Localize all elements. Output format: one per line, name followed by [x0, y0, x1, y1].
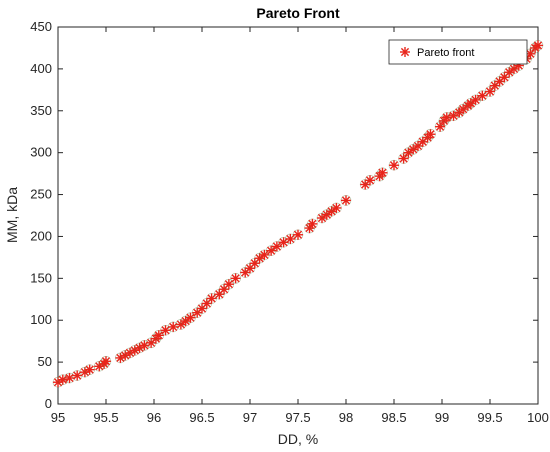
data-point: [504, 67, 515, 78]
data-point: [84, 364, 95, 375]
legend-label: Pareto front: [417, 47, 474, 59]
y-tick-label: 50: [38, 354, 52, 369]
data-point: [435, 121, 446, 132]
y-tick-label: 150: [30, 270, 52, 285]
data-point: [485, 86, 495, 97]
data-point: [470, 94, 481, 105]
data-point: [168, 321, 179, 332]
data-point: [64, 373, 75, 384]
data-point: [341, 195, 351, 206]
legend: Pareto front: [388, 39, 528, 65]
data-point: [307, 218, 318, 229]
x-tick-label: 95.5: [93, 410, 118, 425]
plot-area: [57, 26, 539, 405]
data-point: [494, 76, 505, 87]
data-point: [377, 167, 388, 178]
x-tick-label: 96.5: [189, 410, 214, 425]
y-tick-label: 250: [30, 187, 52, 202]
x-tick-label: 96: [147, 410, 161, 425]
data-point: [160, 325, 171, 336]
data-point: [326, 206, 337, 217]
data-point: [285, 233, 296, 244]
data-point: [101, 356, 111, 367]
legend-asterisk: [400, 47, 410, 57]
data-point: [331, 202, 342, 213]
x-tick-label: 95: [51, 410, 65, 425]
data-point: [185, 312, 196, 323]
x-axis-label: DD, %: [278, 431, 318, 447]
data-point: [153, 330, 164, 341]
data-point: [180, 316, 191, 327]
data-point: [293, 229, 303, 240]
data-point: [425, 129, 436, 140]
x-tick-label: 99.5: [477, 410, 502, 425]
data-point: [79, 367, 90, 378]
data-point: [259, 249, 270, 260]
x-tick-label: 100: [527, 410, 549, 425]
y-tick-label: 300: [30, 145, 52, 160]
data-point: [413, 140, 423, 151]
y-tick-label: 400: [30, 61, 52, 76]
chart-title: Pareto Front: [256, 5, 340, 21]
y-tick-label: 350: [30, 103, 52, 118]
data-point: [398, 153, 409, 164]
data-point: [72, 370, 83, 381]
legend-marker-icon: [400, 47, 410, 57]
x-axis: 95 95.5 96 96.5 97 97.5 98 98.5 99 99.5 100: [51, 27, 549, 425]
y-axis-label: MM, kDa: [4, 187, 20, 243]
y-tick-label: 0: [45, 396, 52, 411]
data-point: [206, 293, 217, 304]
data-point: [389, 160, 399, 171]
y-axis: 0 50 100 150 200 250 300 350 400 450: [30, 19, 538, 411]
y-tick-label: 450: [30, 19, 52, 34]
data-point: [57, 374, 68, 385]
x-tick-label: 98.5: [381, 410, 406, 425]
data-point: [266, 245, 277, 256]
x-tick-label: 97: [243, 410, 257, 425]
data-point: [197, 303, 207, 314]
data-point: [365, 175, 375, 186]
data-point: [271, 241, 282, 252]
data-point: [223, 279, 234, 290]
data-point: [499, 72, 510, 83]
data-point: [230, 273, 241, 284]
x-tick-label: 98: [339, 410, 353, 425]
data-point: [441, 112, 452, 123]
data-point: [477, 90, 488, 101]
data-series-pareto-front: [52, 40, 544, 388]
y-tick-label: 200: [30, 228, 52, 243]
x-tick-label: 99: [435, 410, 449, 425]
legend-box: [388, 39, 528, 65]
data-point: [278, 237, 289, 248]
y-tick-label: 100: [30, 312, 52, 327]
data-point: [533, 40, 543, 51]
x-tick-label: 97.5: [285, 410, 310, 425]
